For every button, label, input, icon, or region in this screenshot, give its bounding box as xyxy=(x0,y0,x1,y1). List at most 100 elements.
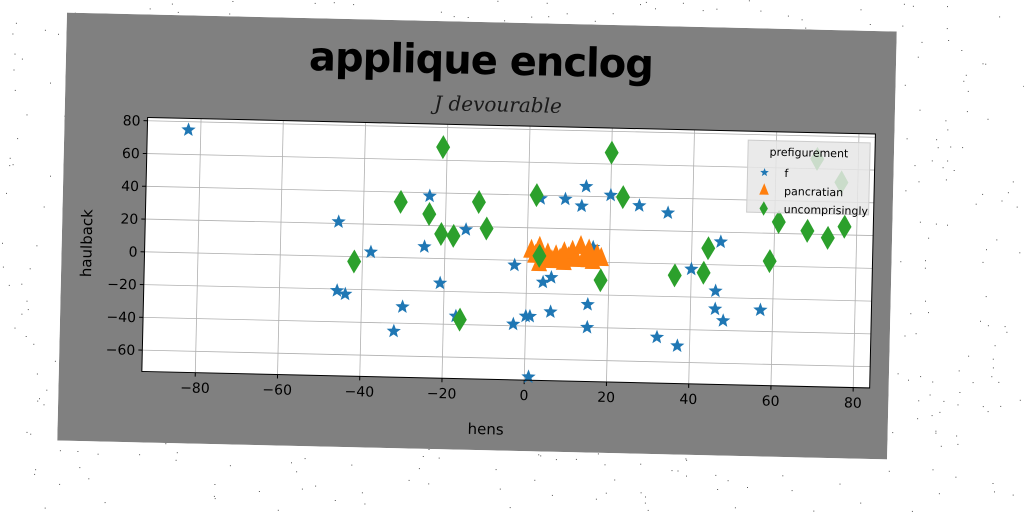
noise-speck xyxy=(917,56,919,58)
noise-speck xyxy=(897,373,899,375)
noise-speck xyxy=(296,471,298,473)
f-point xyxy=(715,313,731,327)
chart-subtitle: J devourable xyxy=(430,91,562,118)
noise-speck xyxy=(961,50,963,51)
noise-speck xyxy=(14,327,16,329)
noise-speck xyxy=(595,498,597,500)
x-grid-line xyxy=(441,124,449,379)
noise-speck xyxy=(939,411,941,413)
noise-speck xyxy=(334,500,336,501)
noise-speck xyxy=(15,22,17,24)
noise-speck xyxy=(418,468,420,470)
noise-speck xyxy=(35,469,37,471)
noise-speck xyxy=(903,3,905,5)
noise-speck xyxy=(97,453,99,455)
noise-speck xyxy=(37,400,39,402)
noise-speck xyxy=(938,493,940,495)
x-tick-label: −40 xyxy=(344,384,374,401)
noise-speck xyxy=(935,223,937,225)
noise-speck xyxy=(177,11,179,13)
x-grid-line xyxy=(606,128,613,382)
noise-speck xyxy=(924,267,926,269)
y-grid-line xyxy=(143,316,871,335)
noise-speck xyxy=(992,367,994,369)
f-point xyxy=(649,329,665,344)
noise-speck xyxy=(509,507,511,509)
noise-speck xyxy=(987,118,989,120)
x-grid-line xyxy=(277,120,284,375)
noise-speck xyxy=(645,1,647,3)
noise-speck xyxy=(919,221,921,223)
y-tick-label: 60 xyxy=(122,146,140,162)
noise-speck xyxy=(904,335,906,337)
y-grid-line xyxy=(143,284,872,302)
noise-speck xyxy=(987,411,989,413)
y-tick-label: 80 xyxy=(123,113,141,129)
noise-speck xyxy=(594,20,596,22)
noise-speck xyxy=(314,2,316,4)
noise-speck xyxy=(645,496,646,498)
noise-speck xyxy=(943,400,945,402)
f-point xyxy=(543,304,558,318)
noise-speck xyxy=(1019,252,1021,254)
noise-speck xyxy=(991,376,993,378)
noise-speck xyxy=(495,469,497,471)
uncomprisingly-point xyxy=(393,189,408,214)
uncomprisingly-point xyxy=(436,135,451,160)
uncomprisingly-point xyxy=(762,249,777,274)
uncomprisingly-point xyxy=(616,185,631,210)
noise-speck xyxy=(918,400,920,402)
noise-speck xyxy=(917,418,919,420)
noise-speck xyxy=(551,494,553,496)
noise-speck xyxy=(686,475,687,477)
uncomprisingly-point xyxy=(771,209,786,234)
f-point xyxy=(506,316,521,331)
x-tick-label: 80 xyxy=(844,395,862,411)
noise-speck xyxy=(361,492,363,494)
f-point xyxy=(522,308,538,323)
x-tick-labels: −80 −60 −40 −20 0 20 40 60 80 xyxy=(180,372,862,412)
noise-speck xyxy=(2,242,3,244)
chart-title: applique enclog xyxy=(309,34,654,88)
noise-speck xyxy=(946,28,948,30)
noise-speck xyxy=(900,261,902,263)
f-point xyxy=(579,178,594,193)
noise-speck xyxy=(548,16,550,18)
noise-speck xyxy=(640,492,642,494)
uncomprisingly-point xyxy=(593,268,608,293)
noise-speck xyxy=(408,479,410,481)
x-tick-label: −20 xyxy=(427,386,457,403)
noise-speck xyxy=(353,4,355,6)
pancratian-point xyxy=(555,250,572,271)
noise-speck xyxy=(575,458,577,460)
f-point xyxy=(458,222,474,236)
f-point xyxy=(338,286,353,301)
noise-speck xyxy=(88,478,90,480)
noise-speck xyxy=(12,33,14,35)
noise-speck xyxy=(644,502,646,504)
y-grid-line xyxy=(147,120,876,138)
legend-marker-uncomprisingly xyxy=(759,201,768,216)
y-tick-label: −20 xyxy=(107,277,137,294)
noise-speck xyxy=(931,415,933,417)
noise-speck xyxy=(942,167,944,169)
f-point xyxy=(713,234,728,249)
uncomprisingly-point xyxy=(701,236,716,261)
f-point xyxy=(753,302,768,317)
noise-speck xyxy=(965,74,967,76)
noise-speck xyxy=(304,458,306,460)
noise-speck xyxy=(315,485,317,487)
noise-speck xyxy=(2,266,4,268)
uncomprisingly-point xyxy=(347,249,362,274)
noise-speck xyxy=(936,139,938,141)
noise-speck xyxy=(910,313,912,315)
uncomprisingly-point xyxy=(471,190,486,215)
y-grid-line xyxy=(145,218,874,236)
x-grid-line xyxy=(688,129,695,384)
legend-marker-f xyxy=(760,168,769,177)
noise-speck xyxy=(612,13,614,15)
noise-speck xyxy=(956,435,958,437)
noise-speck xyxy=(963,80,965,82)
noise-speck xyxy=(860,502,862,504)
noise-speck xyxy=(39,398,40,400)
